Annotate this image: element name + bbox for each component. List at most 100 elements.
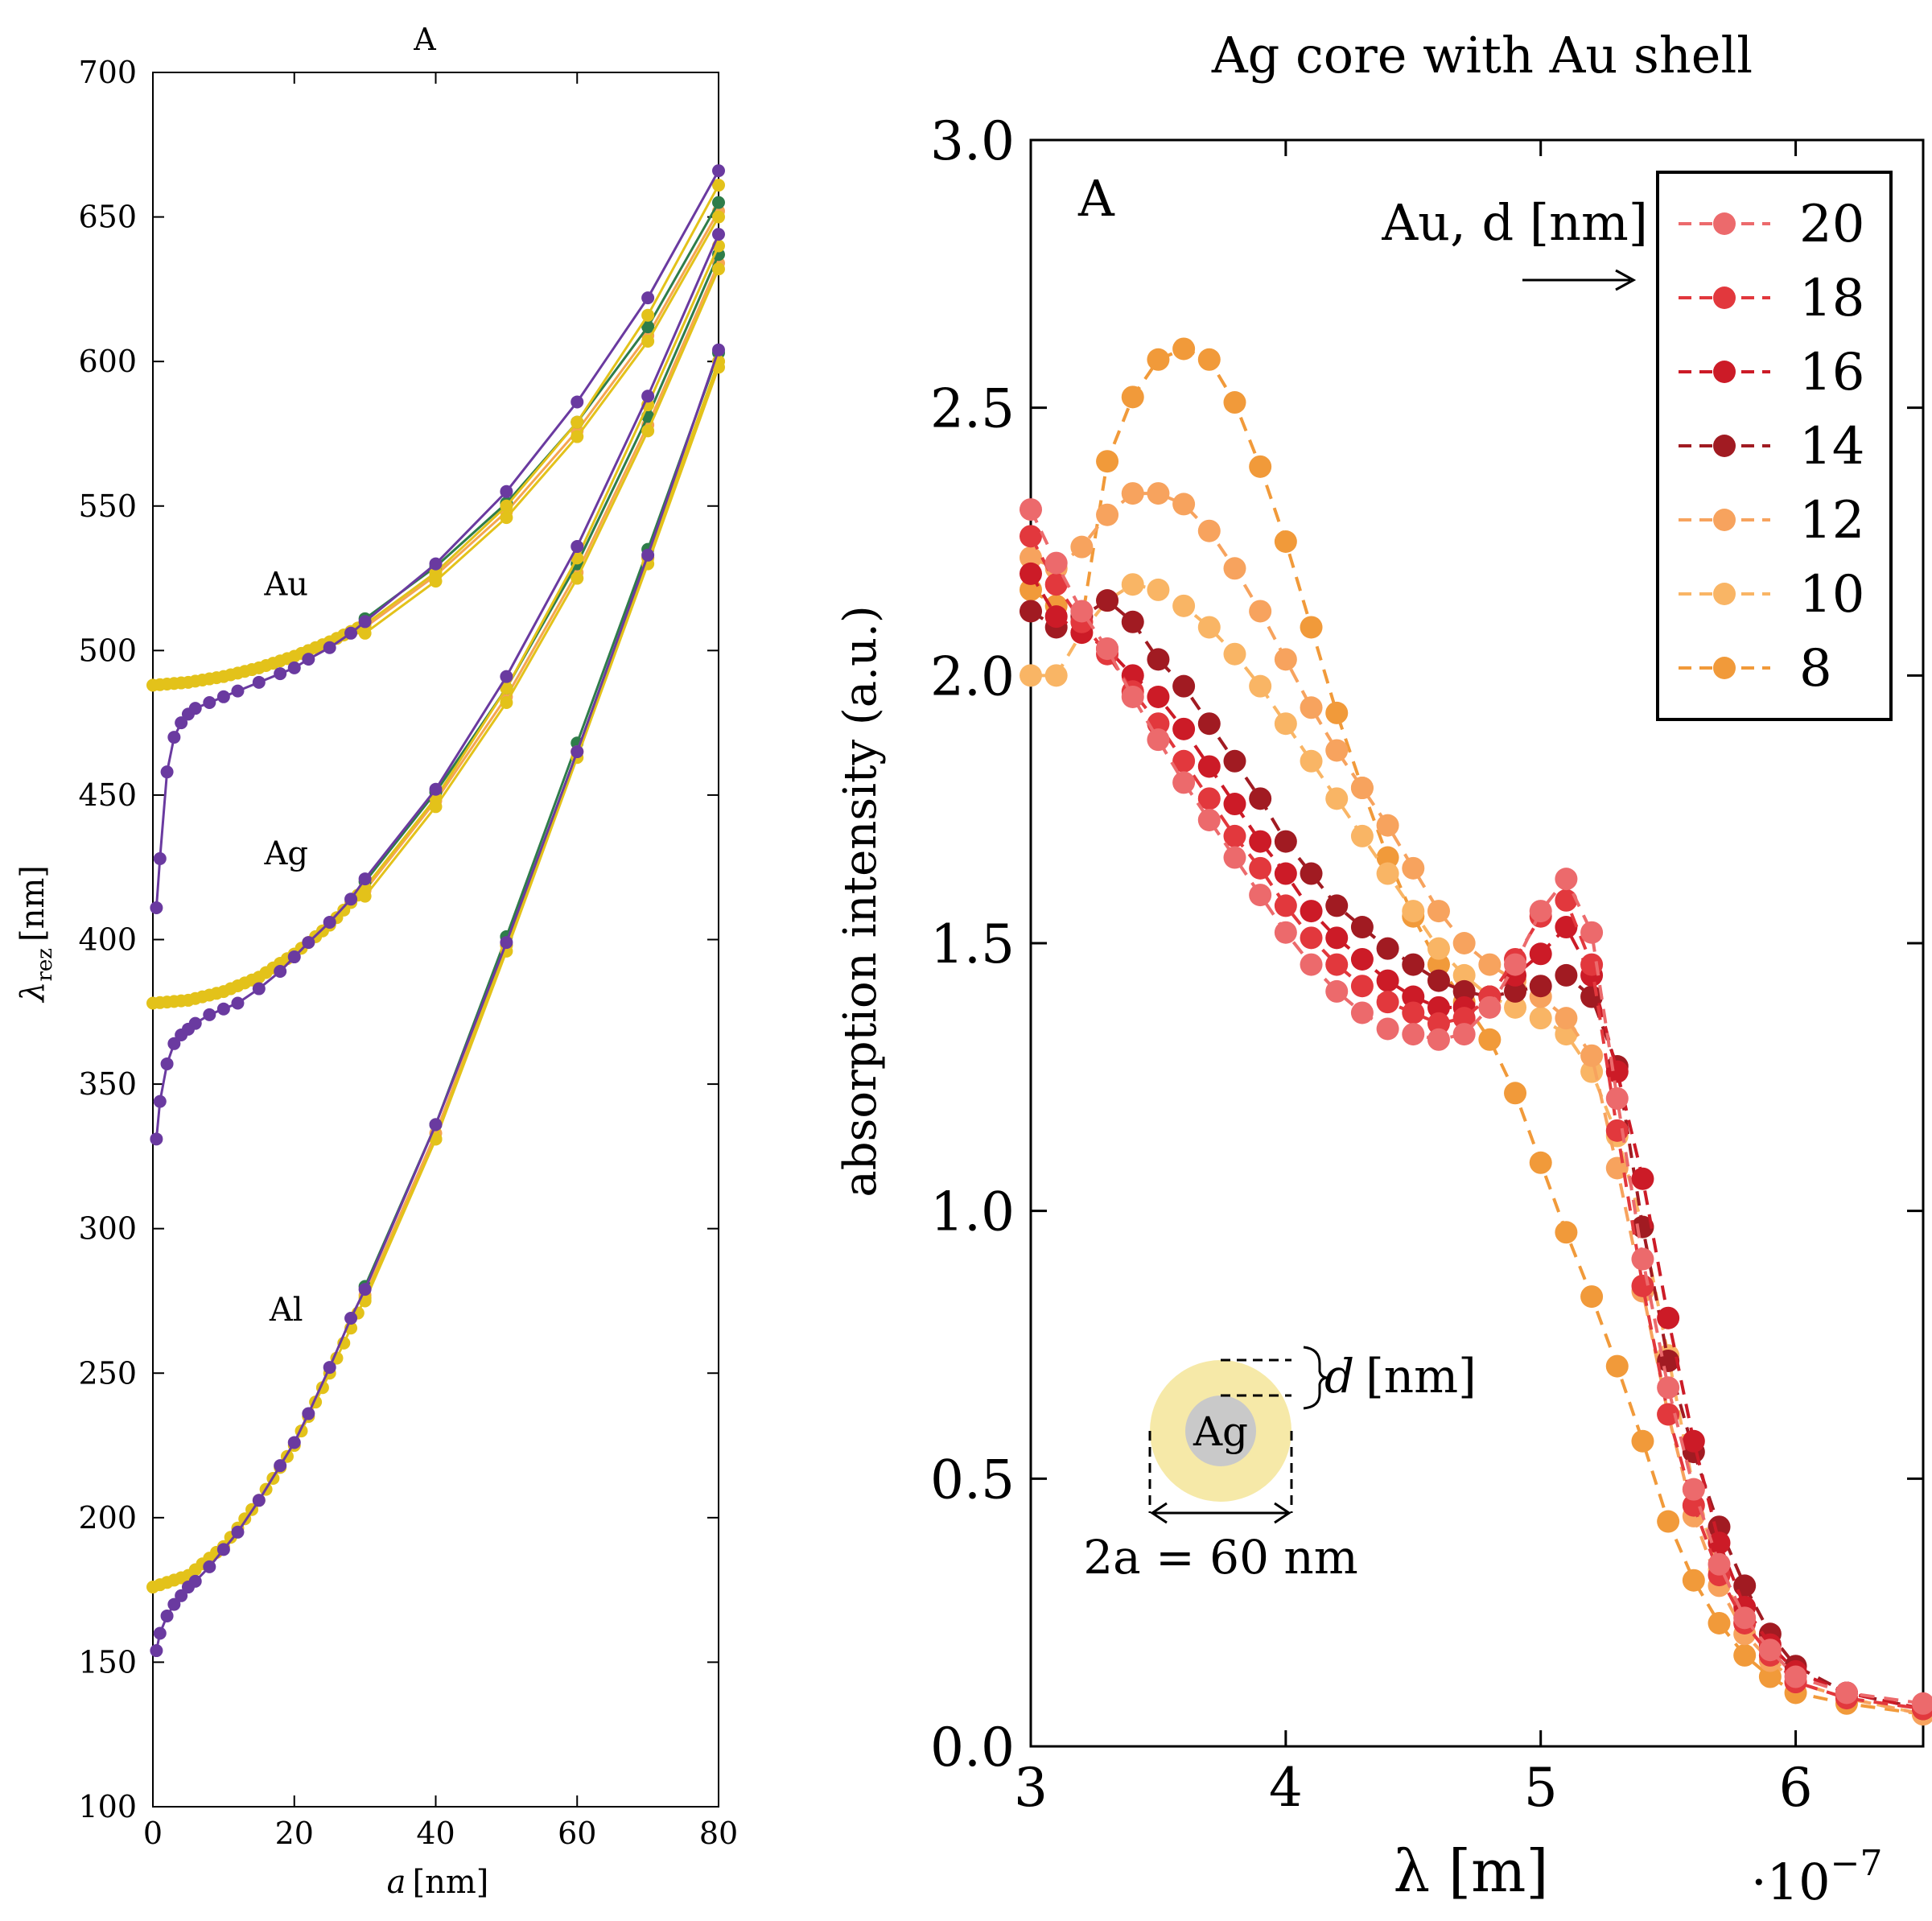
au-mid-line: [364, 210, 720, 629]
series-16-point: [1376, 969, 1399, 992]
ag-lower-point: [358, 872, 372, 886]
al-lower-point: [153, 1626, 167, 1640]
series-20-point: [1631, 1247, 1654, 1271]
series-14-point: [1096, 589, 1119, 612]
au-lower-point: [429, 557, 443, 571]
al-upper-point: [429, 1132, 443, 1146]
series-18-point: [1223, 824, 1246, 847]
series-16-point: [1274, 862, 1297, 885]
right-y-tick-label: 0.0: [930, 1717, 1015, 1779]
left-panel-label: A: [413, 22, 436, 57]
series-20-point: [1657, 1376, 1680, 1400]
series-8-point: [1376, 846, 1399, 869]
left-y-tick-label: 550: [78, 488, 137, 524]
ag-lower-point: [712, 228, 725, 241]
series-12-point: [1249, 600, 1272, 623]
ag-lower-point: [571, 540, 584, 554]
series-14-point: [1274, 830, 1297, 853]
au-mid-point: [571, 430, 584, 443]
au-lower-point: [160, 765, 174, 779]
series-18-point: [1682, 1494, 1705, 1517]
series-8-point: [1682, 1569, 1705, 1592]
series-20-point: [1020, 498, 1042, 521]
ag-mid-line: [364, 262, 720, 892]
ag-mid-point: [641, 424, 655, 438]
al-lower-point: [160, 1609, 174, 1622]
series-8-point: [1529, 1151, 1552, 1174]
series-20-point: [1147, 728, 1170, 752]
right-x-multiplier: ·10−7: [1751, 1843, 1882, 1911]
au-lower-point: [571, 395, 584, 409]
al-lower-point: [175, 1589, 188, 1602]
ag-mid-point: [712, 262, 725, 276]
series-16-point: [1223, 793, 1246, 816]
left-x-tick-label: 80: [699, 1816, 738, 1851]
series-14-point: [1020, 600, 1042, 623]
series-10-point: [1223, 642, 1246, 666]
series-14-point: [1452, 979, 1476, 1003]
series-14-point: [1197, 712, 1221, 736]
series-20-point: [1197, 808, 1221, 831]
legend: 20 18 16 14 12 10 8: [1656, 171, 1893, 721]
right-y-tick-label: 2.5: [930, 378, 1015, 440]
series-8-point: [1631, 1429, 1654, 1453]
al-lower-point: [323, 1361, 336, 1375]
left-annotation-ag: Ag: [264, 835, 309, 872]
series-18-point: [1350, 975, 1374, 998]
series-10-point: [1452, 963, 1476, 987]
series-10-point: [1376, 862, 1399, 885]
al-lower-point: [274, 1459, 287, 1473]
left-x-tick-label: 60: [558, 1816, 596, 1851]
au-mid-point: [641, 335, 655, 348]
series-16-point: [1427, 996, 1450, 1019]
au-lower-point: [274, 667, 287, 681]
al-lower-point: [287, 1436, 301, 1449]
series-10-point: [1504, 996, 1527, 1019]
series-12-point: [1580, 1044, 1604, 1067]
series-16-point: [1350, 947, 1374, 971]
series-16-point: [1249, 830, 1272, 853]
series-14-point: [1223, 749, 1246, 773]
series-12-point: [1402, 856, 1425, 880]
series-18-point: [1427, 1012, 1450, 1035]
right-chart-title: Ag core with Au shell: [1211, 26, 1753, 85]
au-lower-point: [712, 164, 725, 178]
series-16-point: [1147, 685, 1170, 708]
series-20-point: [1249, 884, 1272, 907]
series-8-point: [1427, 953, 1450, 976]
ag-lower-point: [302, 936, 315, 950]
au-lower-point: [153, 851, 167, 865]
series-12-point: [1172, 493, 1196, 516]
series-20-point: [1682, 1478, 1705, 1501]
al-lower-point: [231, 1525, 245, 1539]
legend-swatch-marker-12: [1713, 509, 1736, 531]
au-lower-point: [203, 695, 216, 709]
series-8-point: [1249, 455, 1272, 478]
series-12-point: [1147, 482, 1170, 505]
ag-lower-point: [150, 1132, 163, 1146]
left-y-tick-label: 300: [78, 1211, 137, 1247]
series-10-point: [1274, 712, 1297, 736]
right-panel-label: A: [1077, 169, 1115, 228]
al-lower-point: [203, 1560, 216, 1573]
left-annotations: Au Ag Al: [263, 567, 308, 1329]
left-y-tick-label: 350: [78, 1066, 137, 1102]
al-lower-point: [188, 1574, 202, 1588]
left-y-tick-label: 150: [78, 1644, 137, 1680]
legend-swatch-marker-8: [1713, 657, 1736, 679]
series-18-point: [1172, 749, 1196, 773]
ag-mid-line: [364, 254, 720, 883]
legend-label-16: 16: [1799, 343, 1864, 402]
ag-lower-point: [153, 1094, 167, 1108]
series-16-point: [1020, 562, 1042, 585]
series-20-point: [1529, 900, 1552, 923]
series-14-point: [1172, 674, 1196, 698]
series-8-point: [1707, 1611, 1731, 1634]
left-x-tick-label: 20: [275, 1816, 314, 1851]
series-14-point: [1325, 894, 1349, 917]
al-lower-point: [500, 936, 513, 950]
series-12-point: [1070, 535, 1094, 559]
right-y-tick-label: 0.5: [930, 1449, 1015, 1511]
legend-title: Au, d [nm]: [1381, 193, 1648, 252]
ag-lower-point: [188, 1016, 202, 1030]
